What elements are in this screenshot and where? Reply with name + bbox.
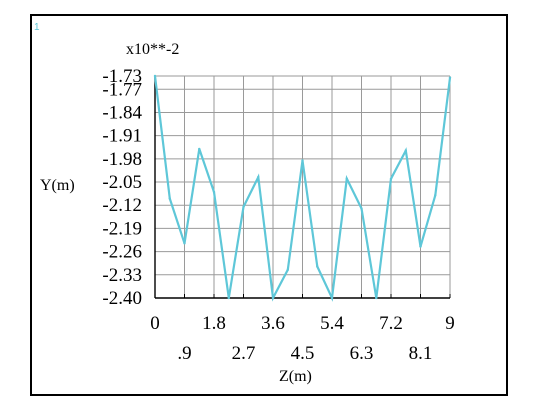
data-point — [153, 74, 157, 78]
data-point — [227, 296, 230, 300]
data-point — [242, 205, 245, 209]
data-point — [419, 245, 422, 248]
data-point — [212, 190, 216, 194]
x-tick-label: 0 — [150, 313, 160, 334]
data-point — [286, 268, 289, 272]
x-tick-labels: 0 1.8 3.6 5.4 7.2 9 .9 2.7 4.5 6.3 8.1 — [150, 313, 455, 364]
data-point — [330, 296, 334, 300]
data-point — [434, 194, 437, 197]
x-tick-label: 3.6 — [261, 313, 285, 334]
y-axis-label: Y(m) — [40, 177, 75, 194]
y-tick-label: -2.19 — [102, 218, 142, 239]
scale-label: x10**-2 — [126, 41, 179, 58]
data-point — [389, 177, 393, 180]
data-point — [183, 242, 186, 245]
y-tick-label: -1.91 — [102, 126, 142, 147]
x-tick-label: 4.5 — [291, 343, 315, 364]
x-tick-label: 8.1 — [409, 343, 433, 364]
y-tick-label: -1.84 — [102, 102, 142, 123]
data-point — [271, 296, 275, 300]
data-point — [375, 296, 378, 300]
data-point — [198, 147, 201, 151]
data-point — [448, 76, 452, 79]
y-tick-label: -2.12 — [102, 195, 142, 216]
x-tick-label: .9 — [177, 343, 191, 364]
y-tick-labels: -1.73-1.77-1.84 -1.91-1.98-2.05-2.12-2.19… — [102, 66, 142, 309]
x-tick-label: 9 — [445, 313, 455, 334]
x-tick-label: 6.3 — [350, 343, 374, 364]
y-tick-label: -2.40 — [102, 288, 142, 309]
y-tick-label: -2.26 — [102, 242, 142, 263]
data-point — [301, 159, 304, 162]
data-point — [257, 175, 260, 179]
x-tick-label: 5.4 — [320, 313, 344, 334]
data-point — [404, 149, 407, 152]
grid-lines — [155, 75, 451, 298]
data-point — [345, 177, 348, 180]
x-axis-label: Z(m) — [279, 368, 312, 385]
x-tick-label: 1.8 — [202, 313, 226, 334]
y-tick-label: -2.05 — [102, 172, 142, 193]
corner-mark: 1 — [34, 22, 40, 33]
x-tick-label: 2.7 — [232, 343, 256, 364]
y-tick-label: -1.98 — [102, 149, 142, 170]
y-tick-label: -1.77 — [102, 79, 142, 100]
y-tick-label: -2.33 — [102, 265, 142, 286]
data-point — [168, 197, 171, 200]
x-tick-label: 7.2 — [379, 313, 403, 334]
y-tick-label: -1.73 — [102, 66, 142, 87]
series-layer — [153, 74, 452, 302]
data-point — [316, 265, 319, 268]
data-point — [360, 207, 363, 210]
